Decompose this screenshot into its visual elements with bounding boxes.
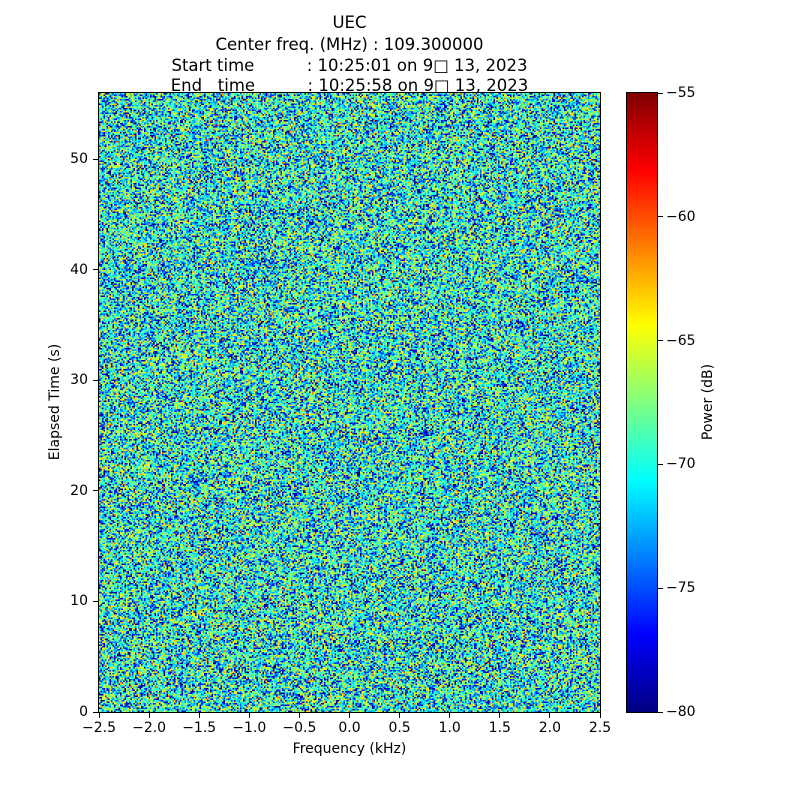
- x-tick-label: −1.5: [182, 720, 217, 736]
- center-freq-line: Center freq. (MHz) : 109.300000: [215, 35, 484, 54]
- y-tick-mark: [93, 600, 98, 602]
- x-tick-label: 0.5: [388, 720, 411, 736]
- figure-title: UEC: [332, 13, 367, 32]
- y-tick-label: 40: [70, 261, 88, 278]
- y-tick-mark: [93, 379, 98, 381]
- colorbar-tick-label: −60: [666, 208, 696, 225]
- y-tick-mark: [93, 158, 98, 160]
- start-time-line: Start time : 10:25:01 on 9□ 13, 2023: [171, 56, 528, 75]
- colorbar-label: Power (dB): [700, 363, 716, 441]
- y-tick-label: 30: [70, 372, 88, 389]
- x-tick-mark: [349, 713, 350, 718]
- x-tick-label: 0.0: [338, 720, 361, 736]
- x-tick-label: 1.0: [438, 720, 461, 736]
- x-tick-mark: [148, 713, 150, 718]
- colorbar-tick-mark: [658, 587, 663, 589]
- spectrogram-heatmap: [99, 93, 600, 712]
- colorbar-tick-mark: [658, 711, 663, 713]
- plot-area: [98, 92, 601, 713]
- colorbar-tick-label: −80: [666, 704, 696, 720]
- x-tick-mark: [298, 713, 300, 718]
- x-tick-mark: [248, 713, 250, 718]
- x-tick-mark: [399, 713, 401, 718]
- x-tick-mark: [549, 713, 551, 718]
- x-tick-mark: [198, 713, 200, 718]
- colorbar-tick-label: −55: [666, 85, 696, 101]
- colorbar-tick-mark: [658, 463, 663, 465]
- x-tick-label: −1.0: [232, 720, 267, 736]
- y-tick-label: 0: [79, 704, 88, 720]
- colorbar-tick-label: −65: [666, 332, 696, 349]
- colorbar-tick-mark: [658, 216, 663, 218]
- y-axis-label: Elapsed Time (s): [47, 343, 63, 461]
- x-tick-mark: [449, 713, 451, 718]
- x-tick-mark: [599, 713, 601, 718]
- colorbar-tick-mark: [658, 92, 663, 94]
- y-tick-mark: [93, 490, 98, 492]
- colorbar-tick-label: −70: [666, 456, 696, 473]
- y-tick-mark: [93, 269, 98, 271]
- x-tick-label: −2.5: [82, 720, 116, 736]
- y-tick-label: 10: [70, 593, 88, 610]
- y-tick-label: 20: [70, 482, 88, 499]
- y-tick-mark: [93, 711, 98, 713]
- x-tick-label: 1.5: [488, 720, 511, 736]
- x-tick-label: −2.0: [132, 720, 167, 736]
- colorbar-gradient: [626, 92, 658, 713]
- x-tick-label: −0.5: [282, 720, 317, 736]
- x-tick-label: 2.5: [588, 720, 612, 736]
- colorbar-tick-label: −75: [666, 580, 696, 597]
- y-tick-label: 50: [70, 151, 88, 168]
- x-tick-mark: [98, 713, 100, 718]
- colorbar-tick-mark: [658, 340, 663, 342]
- x-tick-label: 2.0: [538, 720, 562, 736]
- x-tick-mark: [499, 713, 501, 718]
- end-time-line: End time : 10:25:58 on 9□ 13, 2023: [170, 76, 529, 95]
- x-axis-label: Frequency (kHz): [292, 741, 407, 757]
